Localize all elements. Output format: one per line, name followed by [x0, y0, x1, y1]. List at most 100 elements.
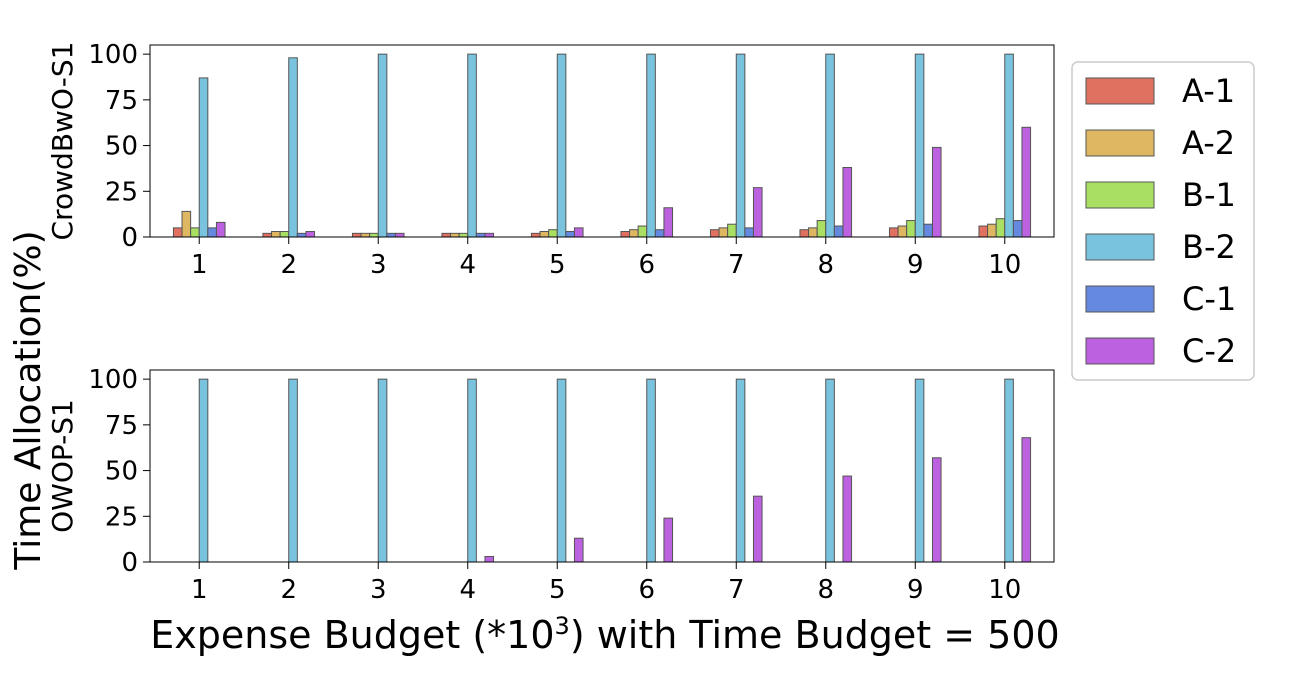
bar-c-2-6 — [663, 517, 674, 563]
y-tick-label: 100 — [88, 365, 138, 395]
bar-a-2-6 — [629, 229, 639, 238]
bar-c-2-6 — [663, 207, 674, 238]
axes-frame — [149, 369, 1055, 563]
y-tick-label: 75 — [105, 86, 138, 116]
bar-a-1-8 — [799, 229, 810, 238]
bar-b-2-5 — [556, 378, 567, 563]
bar-c-2-9 — [931, 146, 942, 238]
bar-a-2-5 — [539, 231, 550, 238]
legend: A-1 A-2 B-1 B-2 C-1 C-2 — [1071, 61, 1255, 381]
y-tick-label: 50 — [105, 132, 138, 162]
bar-c-1-3 — [386, 232, 396, 238]
x-tick-label: 6 — [638, 575, 655, 605]
panel-y-axis-label: CrowdBwO-S1 — [46, 42, 79, 241]
x-tick-label: 3 — [370, 575, 387, 605]
legend-item-a-1: A-1 — [1085, 72, 1235, 110]
bar-b-1-6 — [637, 225, 648, 238]
x-tick-label: 4 — [459, 250, 476, 280]
bar-c-2-8 — [842, 167, 853, 238]
bar-b-2-10 — [1004, 53, 1014, 238]
x-tick-label: 6 — [638, 250, 655, 280]
bar-c-1-8 — [833, 225, 844, 238]
legend-label: A-1 — [1182, 72, 1235, 110]
y-tick-label: 25 — [105, 177, 138, 207]
bar-a-2-10 — [987, 223, 997, 238]
bar-b-2-6 — [646, 378, 656, 563]
legend-label: C-2 — [1182, 332, 1236, 370]
x-tick-label: 2 — [280, 250, 297, 280]
bar-c-2-9 — [931, 457, 942, 563]
bar-b-2-3 — [377, 53, 388, 238]
x-tick-label: 3 — [370, 250, 387, 280]
x-tick-label: 7 — [728, 250, 745, 280]
y-tick-label: 75 — [105, 411, 138, 441]
legend-item-a-2: A-2 — [1085, 124, 1235, 162]
bar-b-2-7 — [735, 378, 746, 563]
bar-b-2-4 — [467, 378, 477, 563]
bar-a-1-4 — [441, 232, 452, 238]
bar-a-2-7 — [718, 227, 729, 238]
bar-b-1-10 — [995, 218, 1006, 238]
bar-c-2-10 — [1021, 437, 1032, 563]
bar-b-1-2 — [279, 231, 290, 238]
y-tick-label: 0 — [121, 548, 138, 578]
bar-c-2-7 — [752, 187, 763, 238]
legend-swatch — [1085, 337, 1155, 365]
bar-b-1-3 — [369, 232, 379, 238]
x-axis-label-superscript: 3 — [555, 612, 570, 640]
legend-label: B-1 — [1182, 176, 1236, 214]
bar-b-2-8 — [825, 378, 835, 563]
bar-c-2-5 — [573, 537, 584, 563]
legend-item-b-2: B-2 — [1085, 228, 1236, 266]
bar-c-2-1 — [215, 221, 226, 238]
x-tick-label: 5 — [549, 250, 566, 280]
bar-c-1-6 — [654, 229, 665, 238]
bar-c-2-2 — [305, 231, 316, 238]
bar-b-2-2 — [288, 378, 298, 563]
legend-label: B-2 — [1182, 228, 1236, 266]
legend-label: C-1 — [1182, 280, 1236, 318]
bar-a-1-6 — [620, 231, 631, 238]
bar-b-1-1 — [190, 227, 200, 238]
bar-b-1-8 — [816, 220, 827, 238]
x-tick-label: 10 — [988, 575, 1021, 605]
bar-c-1-4 — [475, 232, 486, 238]
bar-a-2-9 — [897, 225, 908, 238]
legend-item-c-2: C-2 — [1085, 332, 1236, 370]
bar-b-1-9 — [906, 220, 916, 238]
bar-c-1-5 — [565, 231, 575, 238]
bar-c-1-10 — [1012, 220, 1023, 238]
axes-frame — [149, 44, 1055, 238]
bar-c-2-4 — [484, 232, 495, 238]
y-tick-label: 50 — [105, 457, 138, 487]
panel-2: 0 25 50 75 100 1 2 3 4 5 6 7 8 9 10 OWOP-S1 — [46, 365, 1055, 605]
bar-b-2-9 — [914, 378, 925, 563]
x-tick-label: 10 — [988, 250, 1021, 280]
legend-swatch — [1085, 233, 1155, 261]
panel-1: 0 25 50 75 100 1 2 3 4 5 6 7 8 9 10 CrowdBwO-S1 — [46, 40, 1055, 280]
bar-b-2-8 — [825, 53, 835, 238]
x-tick-label: 8 — [817, 250, 834, 280]
bar-b-2-5 — [556, 53, 567, 238]
legend-swatch — [1085, 285, 1155, 313]
x-tick-label: 7 — [728, 575, 745, 605]
x-axis-label-prefix: Expense Budget (*10 — [150, 613, 554, 657]
x-axis-label: Expense Budget (*103) with Time Budget =… — [150, 612, 1059, 657]
bar-a-1-3 — [351, 232, 362, 238]
bar-c-2-10 — [1021, 126, 1032, 238]
bar-a-1-5 — [530, 232, 541, 238]
legend-item-b-1: B-1 — [1085, 176, 1236, 214]
bar-a-2-1 — [181, 210, 192, 238]
bar-b-1-4 — [458, 232, 469, 238]
bar-a-1-7 — [709, 229, 720, 238]
x-tick-label: 9 — [907, 250, 924, 280]
bar-a-2-4 — [450, 232, 460, 238]
shared-y-axis-label: Time Allocation(%) — [8, 230, 49, 570]
bar-c-2-7 — [752, 495, 763, 563]
bar-b-2-1 — [198, 378, 209, 563]
x-axis-label-suffix: ) with Time Budget = 500 — [570, 613, 1060, 657]
bar-b-1-5 — [548, 229, 558, 238]
bar-c-2-3 — [394, 232, 405, 238]
